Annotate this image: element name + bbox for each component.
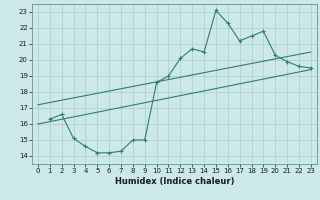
X-axis label: Humidex (Indice chaleur): Humidex (Indice chaleur): [115, 177, 234, 186]
